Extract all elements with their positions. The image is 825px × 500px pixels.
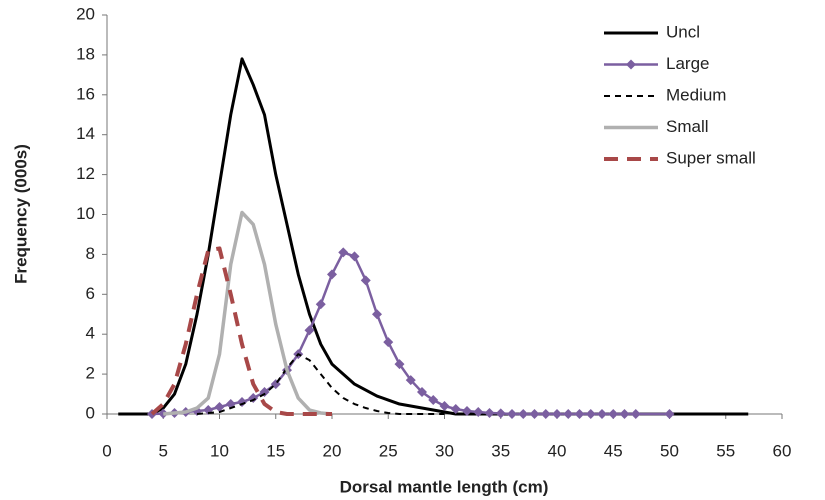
x-tick-label: 40 (548, 441, 567, 460)
y-tick-label: 18 (76, 44, 95, 63)
point-marker (304, 325, 315, 336)
point-marker (462, 406, 472, 417)
point-marker (214, 402, 225, 413)
x-tick-label: 0 (102, 441, 111, 460)
point-marker (664, 409, 675, 419)
point-marker (585, 409, 596, 419)
point-marker (417, 387, 427, 398)
x-tick-label: 45 (604, 441, 623, 460)
point-marker (540, 409, 551, 419)
x-tick-label: 10 (210, 441, 229, 460)
y-tick-label: 10 (76, 204, 95, 223)
y-tick-label: 16 (76, 84, 95, 103)
point-marker (473, 407, 484, 418)
x-tick-label: 50 (660, 441, 679, 460)
x-tick-label: 30 (435, 441, 454, 460)
x-tick-label: 20 (323, 441, 342, 460)
y-tick-label: 14 (76, 124, 95, 143)
y-tick-label: 20 (76, 4, 95, 23)
point-marker (484, 408, 495, 419)
point-marker (608, 409, 619, 419)
x-tick-label: 60 (773, 441, 792, 460)
point-marker (597, 409, 607, 419)
legend-label: Super small (666, 148, 756, 167)
legend-label: Uncl (666, 22, 700, 41)
point-marker (315, 299, 326, 310)
y-axis-title: Frequency (000s) (11, 144, 30, 284)
point-marker (450, 404, 461, 415)
point-marker (428, 395, 439, 406)
legend-label: Medium (666, 85, 726, 104)
point-marker (237, 397, 247, 408)
point-marker (394, 359, 405, 370)
y-tick-label: 0 (86, 403, 95, 422)
point-marker (327, 269, 337, 280)
series-line (196, 353, 445, 415)
point-marker (383, 337, 394, 348)
point-marker (360, 275, 371, 286)
point-marker (529, 409, 540, 419)
series-line (163, 210, 333, 416)
point-marker (574, 409, 585, 419)
point-marker (405, 375, 416, 386)
y-tick-label: 6 (86, 284, 95, 303)
point-marker (619, 409, 630, 419)
series-line (118, 57, 749, 416)
point-marker (338, 247, 349, 258)
legend-marker (626, 59, 636, 70)
y-tick-label: 4 (86, 324, 95, 343)
series-line (150, 246, 332, 416)
point-marker (495, 408, 506, 419)
legend-label: Small (666, 117, 709, 136)
point-marker (349, 251, 360, 262)
point-marker (630, 409, 641, 419)
point-marker (439, 401, 450, 412)
point-marker (248, 393, 259, 404)
point-marker (372, 309, 382, 320)
x-axis-title: Dorsal mantle length (cm) (340, 477, 549, 496)
x-tick-label: 55 (716, 441, 735, 460)
point-marker (507, 409, 517, 419)
point-marker (552, 409, 562, 419)
x-tick-label: 25 (379, 441, 398, 460)
y-tick-label: 2 (86, 364, 95, 383)
y-tick-label: 12 (76, 164, 95, 183)
x-tick-label: 15 (266, 441, 285, 460)
x-tick-label: 5 (159, 441, 168, 460)
point-marker (563, 409, 574, 419)
legend-label: Large (666, 54, 709, 73)
x-tick-label: 35 (491, 441, 510, 460)
point-marker (518, 409, 529, 419)
y-tick-label: 8 (86, 244, 95, 263)
